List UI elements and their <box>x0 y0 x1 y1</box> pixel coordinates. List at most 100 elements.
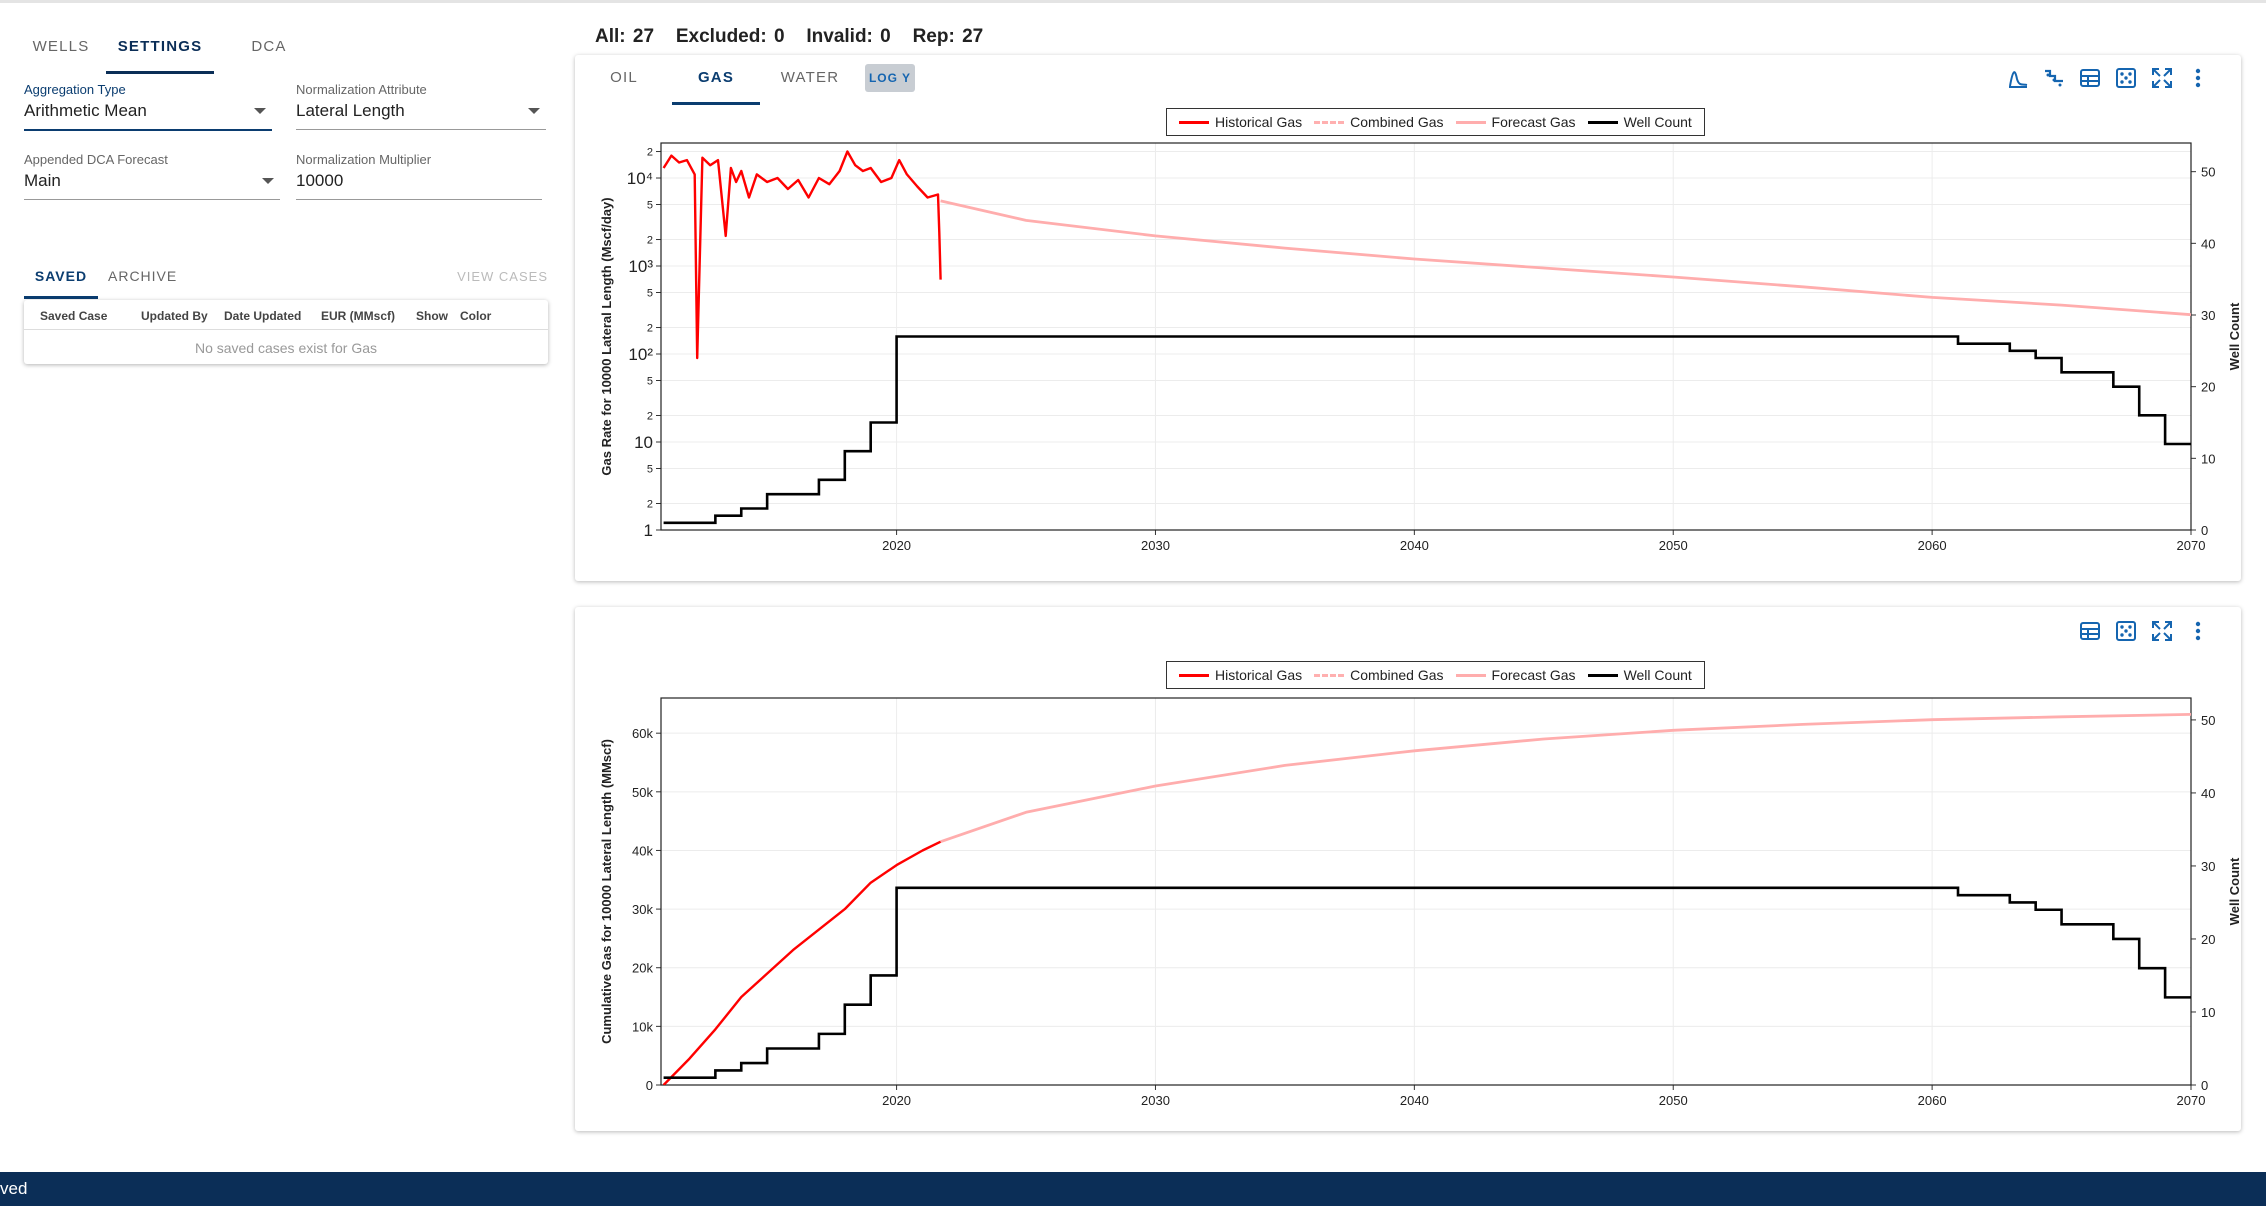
y2-tick-label: 20 <box>2201 932 2215 947</box>
y-tick-label: 5 <box>647 288 653 300</box>
normalization-multiplier-label: Normalization Multiplier <box>296 152 432 167</box>
expand-icon[interactable] <box>2144 616 2180 646</box>
series-historical-gas <box>662 840 942 1085</box>
expand-icon[interactable] <box>2144 63 2180 93</box>
tab-dca[interactable]: DCA <box>251 38 287 55</box>
cumulative-chart-card <box>575 607 2241 1131</box>
x-tick-label: 2050 <box>1659 538 1688 553</box>
y-tick-label: 2 <box>647 147 653 159</box>
legend-swatch <box>1587 673 1618 677</box>
table-icon[interactable] <box>2072 616 2108 646</box>
legend-swatch <box>1179 673 1209 677</box>
saved-tabs: SAVED ARCHIVE VIEW CASES <box>24 264 548 299</box>
y2-tick-label: 10 <box>2201 1005 2215 1020</box>
legend-forecast-gas[interactable]: Forecast Gas <box>1455 667 1576 683</box>
scatter-icon[interactable] <box>2108 616 2144 646</box>
more-vert-icon[interactable] <box>2180 63 2216 93</box>
col-color[interactable]: Color <box>460 309 492 323</box>
tab-saved[interactable]: SAVED <box>24 264 98 299</box>
left-tabs: WELLS SETTINGS DCA <box>24 32 304 74</box>
y-tick-label: 2 <box>647 235 653 247</box>
normalization-attribute-select[interactable]: Normalization Attribute Lateral Length <box>296 82 546 130</box>
x-tick-label: 2050 <box>1659 1093 1688 1108</box>
scatter-icon[interactable] <box>2108 63 2144 93</box>
legend-combined-gas[interactable]: Combined Gas <box>1314 667 1444 683</box>
settings-panel: WELLS SETTINGS DCA Aggregation Type Arit… <box>0 0 560 1170</box>
y-tick-label: 5 <box>647 463 653 475</box>
chevron-down-icon <box>254 108 266 114</box>
bottom-chart-legend: Historical Gas Combined Gas Forecast Gas… <box>1166 661 1705 689</box>
tab-settings[interactable]: SETTINGS <box>106 32 214 74</box>
aggregation-type-label: Aggregation Type <box>24 82 126 97</box>
x-tick-label: 2060 <box>1918 1093 1947 1108</box>
fluid-tabs: OIL GAS WATER <box>596 64 850 105</box>
col-eur[interactable]: EUR (MMscf) <box>321 309 395 323</box>
y2-tick-label: 0 <box>2201 523 2208 538</box>
count-excluded: Excluded: 0 <box>675 26 785 47</box>
step-chart-icon[interactable] <box>2036 63 2072 93</box>
y-tick-label: 10⁴ <box>627 169 653 188</box>
tab-gas[interactable]: GAS <box>672 64 760 105</box>
appended-dca-forecast-value[interactable]: Main <box>24 171 280 200</box>
x-tick-label: 2040 <box>1400 538 1429 553</box>
legend-historical-gas[interactable]: Historical Gas <box>1179 667 1302 683</box>
y-tick-label: 40k <box>632 843 653 858</box>
appended-dca-forecast-select[interactable]: Appended DCA Forecast Main <box>24 152 280 200</box>
legend-swatch <box>1455 673 1486 677</box>
series-group <box>662 713 2191 1085</box>
tab-oil[interactable]: OIL <box>610 69 638 86</box>
plot-frame <box>660 697 2192 1086</box>
tab-archive[interactable]: ARCHIVE <box>108 268 178 284</box>
col-show[interactable]: Show <box>416 309 448 323</box>
y2-tick-label: 50 <box>2201 713 2215 728</box>
y-tick-label: 2 <box>647 323 653 335</box>
normalization-attribute-label: Normalization Attribute <box>296 82 427 97</box>
view-cases-button[interactable]: VIEW CASES <box>457 269 548 284</box>
legend-historical-gas[interactable]: Historical Gas <box>1179 114 1302 130</box>
y-tick-label: 20k <box>632 961 653 976</box>
x-tick-label: 2020 <box>882 538 911 553</box>
y-tick-label: 10k <box>632 1019 653 1034</box>
y-axis-title: Gas Rate for 10000 Lateral Length (Mscf/… <box>599 197 614 475</box>
series-forecast-gas <box>940 713 2191 844</box>
y-tick-label: 5 <box>647 200 653 212</box>
normalization-multiplier-input[interactable]: Normalization Multiplier 10000 <box>296 152 542 200</box>
y-tick-label: 10 <box>634 433 653 452</box>
series-well-count <box>663 335 2191 525</box>
col-date-updated[interactable]: Date Updated <box>224 309 302 323</box>
legend-well-count[interactable]: Well Count <box>1587 114 1692 130</box>
series-historical-gas <box>662 150 942 360</box>
aggregation-type-select[interactable]: Aggregation Type Arithmetic Mean <box>24 82 272 131</box>
appended-dca-forecast-label: Appended DCA Forecast <box>24 152 168 167</box>
legend-combined-gas[interactable]: Combined Gas <box>1314 114 1444 130</box>
log-y-toggle[interactable]: LOG Y <box>865 64 915 92</box>
tab-water[interactable]: WATER <box>780 69 840 86</box>
x-tick-label: 2030 <box>1141 1093 1170 1108</box>
aggregation-type-value[interactable]: Arithmetic Mean <box>24 101 272 131</box>
y-tick-label: 2 <box>647 411 653 423</box>
plot-frame <box>660 142 2192 531</box>
more-vert-icon[interactable] <box>2180 616 2216 646</box>
series-well-count <box>663 886 2191 1079</box>
top-chart-toolbar <box>2000 63 2216 93</box>
normalization-attribute-value[interactable]: Lateral Length <box>296 101 546 130</box>
y2-tick-label: 30 <box>2201 859 2215 874</box>
col-saved-case[interactable]: Saved Case <box>40 309 108 323</box>
col-updated-by[interactable]: Updated By <box>141 309 208 323</box>
normalization-multiplier-value[interactable]: 10000 <box>296 171 542 200</box>
well-counts: All: 27 Excluded: 0 Invalid: 0 Rep: 27 <box>595 26 983 48</box>
y-axis-title: Cumulative Gas for 10000 Lateral Length … <box>599 739 614 1044</box>
y-tick-label: 0 <box>646 1078 653 1093</box>
decline-curve-icon[interactable] <box>2000 63 2036 93</box>
tab-wells[interactable]: WELLS <box>32 38 90 55</box>
y-tick-label: 10² <box>628 345 653 364</box>
y2-axis-title: Well Count <box>2227 302 2241 370</box>
series-group <box>662 150 2191 525</box>
x-tick-label: 2040 <box>1400 1093 1429 1108</box>
status-bar: ved <box>0 1172 2266 1206</box>
legend-forecast-gas[interactable]: Forecast Gas <box>1455 114 1576 130</box>
legend-well-count[interactable]: Well Count <box>1587 667 1692 683</box>
table-icon[interactable] <box>2072 63 2108 93</box>
